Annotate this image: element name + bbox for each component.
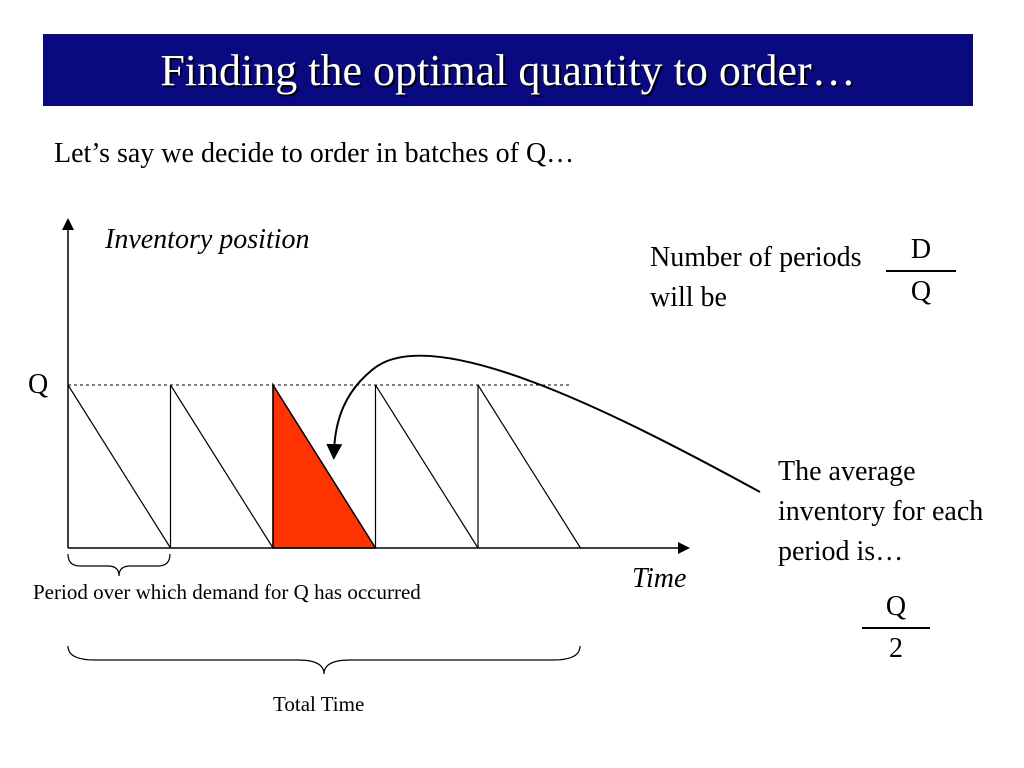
period-label: Period over which demand for Q has occur… [33,580,421,604]
sawtooth-cycles [67,382,582,549]
pointer-arrow [326,354,761,493]
periods-numerator: D [910,234,932,265]
fraction-bar [886,270,956,272]
periods-text: Number of periods will be [650,242,862,313]
total-brace [67,645,581,675]
x-axis-label: Time [632,563,687,594]
q-level-label: Q [28,369,49,400]
fraction-bar [862,627,930,629]
average-numerator: Q [885,591,907,622]
subtitle: Let’s say we decide to order in batches … [54,138,575,169]
average-inventory-text: The average inventory for each period is… [778,456,984,567]
average-denominator: 2 [889,633,903,664]
period-brace [67,553,171,577]
title-bar: Finding the optimal quantity to order… [43,34,973,106]
average-fraction: Q 2 [862,589,930,667]
cycle-depletion-line [169,384,274,549]
y-axis-label: Inventory position [105,224,310,255]
cycle-depletion-line [374,384,479,549]
highlighted-cycle-triangle [272,382,377,549]
periods-denominator: Q [910,276,932,307]
total-time-label: Total Time [273,692,365,716]
slide-title: Finding the optimal quantity to order… [160,45,856,95]
cycle-depletion-line [477,384,582,549]
periods-fraction: D Q [886,232,956,310]
cycle-depletion-line [67,384,172,549]
